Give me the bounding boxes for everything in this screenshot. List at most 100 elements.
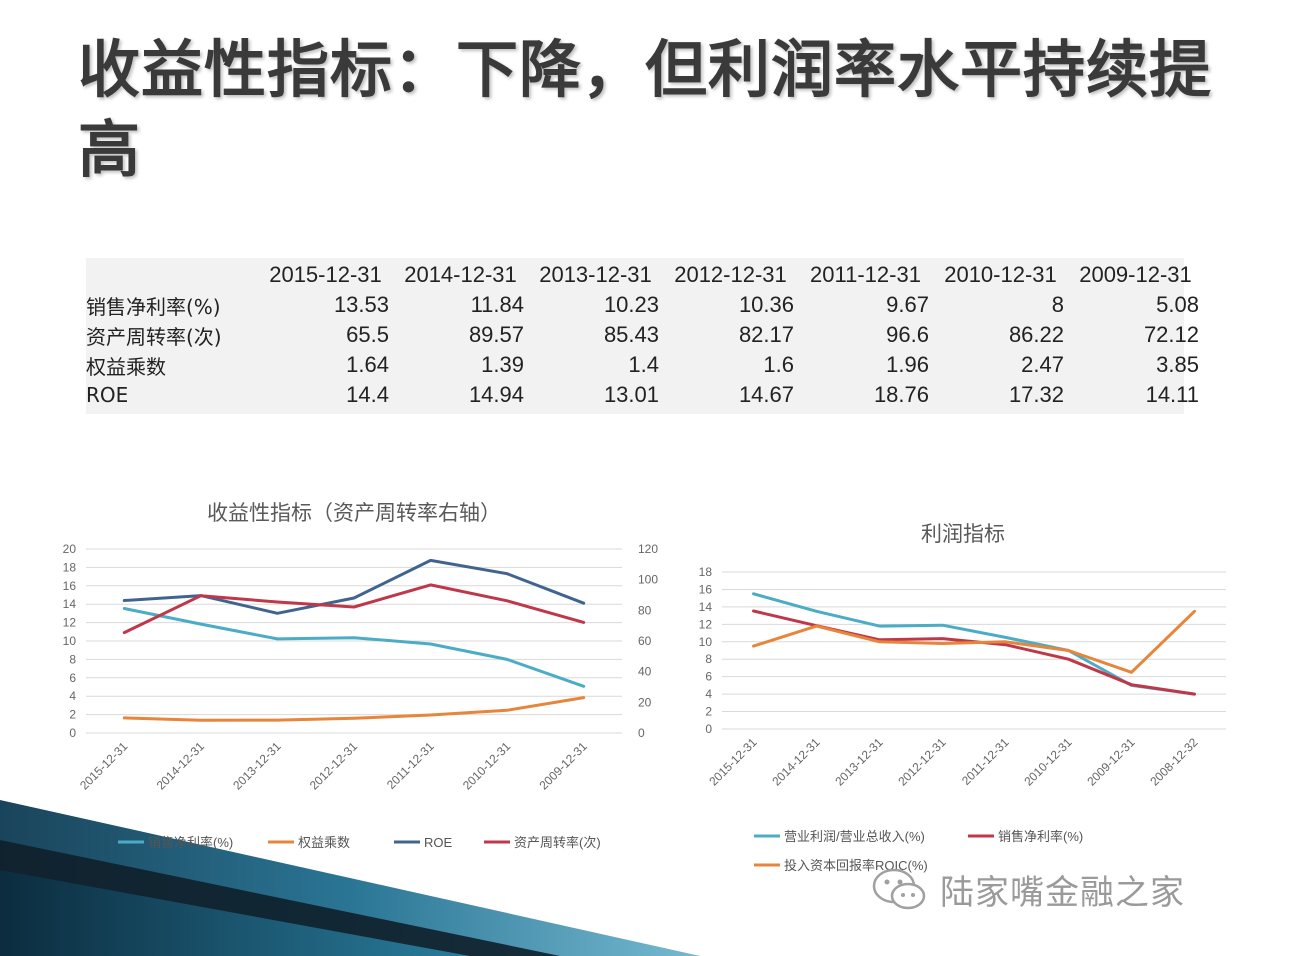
y-tick-label: 0	[705, 722, 712, 736]
wechat-icon	[872, 868, 926, 910]
legend-label: 销售净利率(%)	[148, 835, 233, 850]
x-tick-label: 2013-12-31	[832, 735, 886, 789]
table-header-cell: 2009-12-31	[1079, 262, 1192, 287]
row-label: ROE	[86, 383, 129, 407]
y-tick-label: 6	[69, 671, 76, 685]
y2-tick-label: 60	[638, 634, 652, 648]
y-tick-label: 4	[705, 687, 712, 701]
table-row: 资产周转率(次) 65.5 89.57 85.43 82.17 96.6 86.…	[86, 320, 1203, 350]
table-background	[86, 258, 1184, 414]
table-cell: 85.43	[603, 322, 659, 347]
row-label: 权益乘数	[86, 354, 166, 379]
table-row: 权益乘数 1.64 1.39 1.4 1.6 1.96 2.47 3.85	[86, 350, 1203, 380]
series-line	[752, 609, 1196, 674]
table-cell: 13.01	[603, 382, 659, 407]
slide-title: 收益性指标：下降，但利润率水平持续提高	[78, 33, 1213, 186]
y-tick-label: 0	[69, 726, 76, 740]
x-tick-label: 2008-12-32	[1147, 735, 1201, 789]
y2-tick-label: 100	[638, 573, 658, 587]
table-cell: 14.11	[1145, 382, 1199, 407]
table-cell: 10.36	[738, 292, 794, 317]
chart-title: 收益性指标（资产周转率右轴）	[207, 502, 501, 525]
table-header-cell: 2010-12-31	[944, 262, 1057, 287]
y-tick-label: 4	[69, 689, 76, 703]
table-cell: 65.5	[346, 322, 389, 347]
table-header-cell: 2012-12-31	[674, 262, 787, 287]
chart-title: 利润指标	[921, 523, 1005, 546]
x-tick-label: 2010-12-31	[1021, 735, 1075, 789]
legend-label: 资产周转率(次)	[514, 835, 601, 850]
table-cell: 3.85	[1156, 352, 1199, 377]
table-cell: 1.6	[763, 352, 794, 377]
table-cell: 11.84	[470, 292, 524, 317]
table-cell: 1.4	[628, 352, 659, 377]
row-label: 资产周转率(次)	[86, 324, 222, 349]
table-header-cell: 2013-12-31	[539, 262, 652, 287]
y-tick-label: 6	[705, 670, 712, 684]
chart-left: 收益性指标（资产周转率右轴） 0 2 4 6 8 10 12 14 16 18 20 0 20 40 60 8…	[63, 502, 659, 850]
legend-label: 权益乘数	[298, 835, 350, 850]
table-cell: 14.67	[738, 382, 794, 407]
table-cell: 1.96	[886, 352, 929, 377]
series-line	[122, 607, 586, 688]
table-cell: 5.08	[1156, 292, 1199, 317]
y-tick-label: 18	[699, 565, 713, 579]
table-cell: 14.4	[346, 382, 389, 407]
data-table: 2015-12-31 2014-12-31 2013-12-31 2012-12…	[86, 260, 1203, 410]
table-header-cell: 2011-12-31	[810, 262, 921, 287]
x-tick-label: 2010-12-31	[460, 739, 514, 793]
y-tick-label: 2	[69, 708, 76, 722]
table-row: 销售净利率(%) 13.53 11.84 10.23 10.36 9.67 8 …	[86, 290, 1203, 320]
series-line	[122, 696, 586, 722]
y-tick-label: 16	[699, 582, 713, 596]
y-tick-label: 14	[63, 597, 77, 611]
x-tick-label: 2009-12-31	[537, 739, 591, 793]
table-cell: 72.12	[1143, 322, 1199, 347]
chart-right: 利润指标 0 2 4 6 8 10 12 14 16 18 2015-12-31 2014-12-31…	[699, 523, 1226, 873]
watermark-text: 陆家嘴金融之家	[940, 873, 1185, 913]
table-cell: 17.32	[1008, 382, 1064, 407]
legend-label: 销售净利率(%)	[998, 829, 1083, 844]
table-cell: 18.76	[873, 382, 929, 407]
x-tick-label: 2009-12-31	[1084, 735, 1138, 789]
y2-tick-label: 80	[638, 603, 652, 617]
table-cell: 1.64	[346, 352, 389, 377]
y-tick-label: 14	[699, 600, 713, 614]
table-cell: 9.67	[886, 292, 929, 317]
y-tick-label: 12	[63, 616, 77, 630]
table-row: ROE 14.4 14.94 13.01 14.67 18.76 17.32 1…	[86, 380, 1203, 410]
table-cell: 82.17	[738, 322, 794, 347]
y-tick-label: 2	[705, 705, 712, 719]
y-tick-label: 8	[69, 652, 76, 666]
table-cell: 8	[1051, 292, 1064, 317]
table-cell: 1.39	[481, 352, 524, 377]
y-tick-label: 8	[705, 652, 712, 666]
table-cell: 2.47	[1021, 352, 1064, 377]
x-tick-label: 2015-12-31	[77, 739, 131, 793]
table-header-cell: 2015-12-31	[269, 262, 382, 287]
legend-label: 营业利润/营业总收入(%)	[784, 829, 925, 844]
table-cell: 14.94	[468, 382, 524, 407]
x-tick-label: 2012-12-31	[895, 735, 949, 789]
table-cell: 86.22	[1008, 322, 1064, 347]
y2-tick-label: 0	[638, 726, 645, 740]
series-line	[752, 609, 1196, 696]
y-tick-label: 10	[63, 634, 77, 648]
y-tick-label: 12	[699, 617, 713, 631]
y-tick-label: 16	[63, 579, 77, 593]
x-tick-label: 2014-12-31	[769, 735, 823, 789]
x-tick-label: 2013-12-31	[230, 739, 284, 793]
legend-label: ROE	[424, 835, 453, 850]
x-tick-label: 2014-12-31	[154, 739, 208, 793]
table-cell: 13.53	[333, 292, 389, 317]
y2-tick-label: 20	[638, 695, 652, 709]
table-cell: 96.6	[886, 322, 929, 347]
row-label: 销售净利率(%)	[86, 294, 221, 319]
series-line	[122, 558, 586, 615]
table-header-cell: 2014-12-31	[404, 262, 517, 287]
series-line	[122, 583, 586, 635]
x-tick-label: 2015-12-31	[706, 735, 760, 789]
x-tick-label: 2012-12-31	[307, 739, 361, 793]
